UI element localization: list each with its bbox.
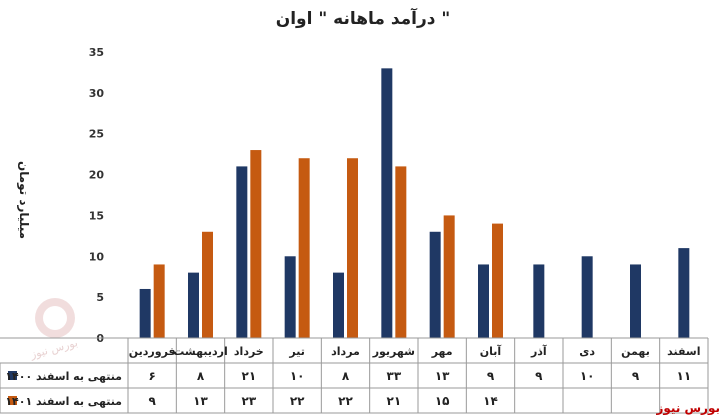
data-label: ۶ bbox=[149, 369, 156, 383]
bar-s1 bbox=[478, 264, 489, 338]
data-label: ۲۱ bbox=[387, 394, 402, 408]
bar-s1 bbox=[236, 166, 248, 338]
y-tick-label: 25 bbox=[89, 128, 104, 141]
y-tick-label: 30 bbox=[89, 87, 105, 100]
y-tick-label: 15 bbox=[89, 209, 104, 222]
bar-s2 bbox=[347, 158, 358, 338]
data-label: ۲۳ bbox=[242, 394, 257, 408]
bar-s1 bbox=[284, 256, 296, 338]
data-label: ۹ bbox=[535, 369, 543, 383]
bar-s2 bbox=[153, 264, 165, 338]
x-tick-label: آذر bbox=[530, 344, 547, 358]
data-label: ۱۱ bbox=[677, 369, 692, 383]
data-label: ۱۳ bbox=[193, 394, 208, 408]
bar-s1 bbox=[630, 264, 641, 338]
x-tick-label: مرداد bbox=[331, 345, 360, 358]
legend-label: منتهی به اسفند ۱۴۰۱ bbox=[5, 395, 122, 408]
data-label: ۲۲ bbox=[290, 394, 305, 408]
data-label: ۱۰ bbox=[290, 369, 305, 383]
data-label: ۳۳ bbox=[387, 369, 402, 383]
bar-s1 bbox=[381, 68, 393, 338]
data-label: ۲۲ bbox=[338, 394, 353, 408]
data-label: ۱۳ bbox=[435, 369, 450, 383]
legend-swatch bbox=[8, 371, 17, 380]
x-tick-label: تیر bbox=[288, 345, 304, 358]
data-label: ۱۰ bbox=[580, 369, 595, 383]
y-tick-label: 20 bbox=[89, 169, 105, 182]
bar-s1 bbox=[333, 272, 344, 338]
bar-s2 bbox=[202, 231, 213, 338]
bar-s2 bbox=[250, 150, 262, 338]
bar-s1 bbox=[139, 288, 151, 338]
bar-s1 bbox=[678, 248, 690, 338]
x-tick-label: آبان bbox=[480, 344, 502, 358]
bars bbox=[139, 68, 690, 338]
data-label: ۱۵ bbox=[435, 394, 450, 408]
bar-s1 bbox=[533, 264, 545, 338]
chart-title: درآمد ماهانه " اوان " bbox=[276, 7, 451, 29]
bar-s2 bbox=[298, 158, 310, 338]
watermark-logo: بورس نیوز bbox=[28, 298, 79, 361]
bar-s2 bbox=[443, 215, 455, 338]
bar-s2 bbox=[395, 166, 407, 338]
y-tick-label: 35 bbox=[89, 46, 104, 59]
y-tick-label: 10 bbox=[89, 250, 105, 263]
data-label: ۸ bbox=[197, 369, 205, 383]
watermark-text: بورس نیوز bbox=[28, 336, 79, 361]
x-tick-label: شهریور bbox=[372, 345, 415, 358]
x-tick-label: اردیبهشت bbox=[173, 345, 227, 358]
y-axis-label: میلیارد تومان bbox=[16, 161, 31, 239]
brand-label: بورس نیوز bbox=[655, 401, 720, 416]
y-axis-ticks: 05101520253035 bbox=[89, 46, 105, 345]
data-label: ۸ bbox=[342, 369, 350, 383]
legend-label: منتهی به اسفند ۱۴۰۰ bbox=[5, 370, 122, 383]
bar-s1 bbox=[429, 231, 441, 338]
x-tick-label: بهمن bbox=[621, 345, 650, 358]
data-label: ۹ bbox=[149, 394, 157, 408]
data-label: ۹ bbox=[487, 369, 495, 383]
x-tick-label: اسفند bbox=[667, 345, 700, 358]
y-tick-label: 5 bbox=[96, 291, 104, 304]
data-label: ۹ bbox=[632, 369, 640, 383]
bar-s2 bbox=[492, 223, 503, 338]
bar-s1 bbox=[581, 256, 593, 338]
x-tick-label: خرداد bbox=[234, 345, 264, 358]
x-tick-label: مهر bbox=[431, 345, 453, 358]
x-tick-label: دی bbox=[579, 345, 595, 358]
data-label: ۲۱ bbox=[242, 369, 257, 383]
bar-s1 bbox=[188, 272, 199, 338]
x-tick-label: فروردین bbox=[129, 345, 176, 358]
data-label: ۱۴ bbox=[483, 394, 498, 408]
legend-swatch bbox=[8, 396, 17, 405]
